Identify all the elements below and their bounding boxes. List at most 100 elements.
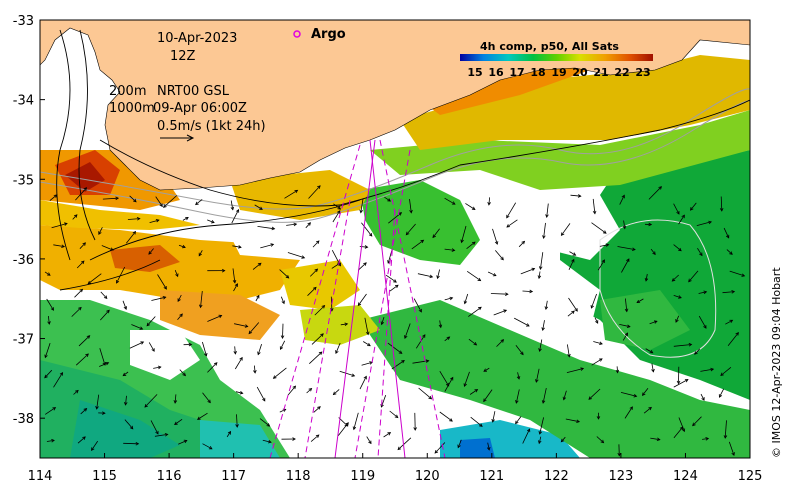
current-vector-head (676, 380, 681, 385)
lon-tick-label: 124 (673, 469, 698, 484)
current-vector-head (259, 206, 263, 210)
current-vector-head (658, 186, 662, 190)
current-vector (645, 273, 648, 281)
current-vector-head (624, 332, 629, 337)
current-vector (698, 315, 707, 329)
current-vector-head (123, 401, 128, 406)
current-vector (597, 259, 605, 271)
current-vector-head (394, 284, 399, 289)
current-vector-head (626, 324, 631, 328)
current-vector (621, 258, 630, 273)
current-vector-head (218, 314, 223, 319)
current-vector-head (199, 304, 203, 309)
current-vector-head (708, 220, 712, 225)
current-vector-head (725, 234, 730, 239)
current-vector (616, 366, 618, 373)
current-vector (725, 319, 733, 325)
current-vector-head (257, 262, 262, 267)
current-vector-head (46, 272, 51, 276)
colorbar-tick-label: 19 (551, 66, 566, 79)
current-vector-head (418, 308, 422, 313)
isobaths (40, 88, 750, 358)
current-vector-head (394, 414, 399, 419)
current-vector (515, 389, 520, 404)
current-vector (539, 417, 544, 435)
current-vector (566, 368, 584, 373)
current-vector-head (312, 286, 317, 291)
current-vector (307, 287, 317, 296)
current-vector-head (572, 252, 577, 256)
current-vector-head (678, 295, 682, 299)
current-vector-head (352, 426, 357, 431)
current-vector (413, 298, 422, 313)
argo-legend: Argo (293, 27, 346, 42)
current-vector-head (317, 406, 321, 410)
current-streamlines (56, 29, 750, 291)
current-vector-head (473, 342, 478, 346)
current-vector-head (337, 206, 342, 210)
current-vector-head (44, 354, 48, 359)
current-vector (127, 218, 140, 220)
current-vector-head (210, 220, 215, 224)
current-vector-head (428, 395, 433, 400)
current-vector-head (560, 232, 565, 236)
current-vector-head (621, 194, 625, 199)
current-vector (470, 416, 483, 427)
current-vector (48, 315, 50, 325)
current-vector-head (471, 241, 476, 245)
current-vector-head (308, 387, 313, 392)
current-vector-head (652, 251, 656, 256)
current-vector (546, 203, 549, 218)
current-vector (202, 443, 213, 450)
current-vector (517, 372, 520, 380)
current-vector-head (681, 214, 685, 219)
credit: © IMOS 12-Apr-2023 09:04 Hobart (770, 267, 783, 458)
current-vector-head (238, 245, 242, 249)
current-vector (116, 266, 126, 284)
colorbar-ticks: 15 16 17 18 19 20 21 22 23 (467, 66, 650, 79)
current-vector (418, 387, 432, 400)
current-vector (591, 222, 607, 234)
current-vector-head (653, 320, 658, 324)
current-vector (195, 199, 203, 205)
current-vector (44, 369, 53, 378)
current-vector-head (364, 245, 369, 249)
current-vector-head (314, 268, 319, 273)
current-vector (522, 428, 530, 444)
current-vector-head (207, 399, 211, 404)
current-vector-head (106, 309, 110, 314)
current-vector-head (61, 244, 66, 248)
current-vector-head (529, 289, 534, 294)
current-vector-head (83, 187, 88, 191)
colorbar-tick-label: 17 (509, 66, 524, 79)
current-vector (702, 438, 709, 440)
current-vector-head (175, 273, 179, 278)
current-vector-head (359, 209, 364, 214)
current-vector-head (244, 324, 249, 328)
current-vector (468, 338, 477, 346)
current-vector (389, 284, 399, 292)
current-vector (256, 386, 266, 402)
current-vector (465, 203, 476, 210)
current-vector (722, 291, 735, 294)
current-vector (280, 340, 286, 350)
lon-tick-label: 123 (608, 469, 633, 484)
colorbar-tick-label: 18 (530, 66, 545, 79)
lon-tick-label: 118 (286, 469, 311, 484)
current-vector-head (188, 342, 193, 347)
current-vector (720, 196, 723, 211)
current-vector-head (132, 198, 137, 203)
current-vector-head (516, 375, 521, 380)
current-vector (672, 274, 679, 282)
current-vector-head (75, 389, 79, 394)
current-vector (129, 341, 144, 349)
current-vector (96, 394, 100, 409)
current-vector-head (483, 398, 487, 403)
current-vector (539, 339, 543, 352)
current-vector (366, 436, 372, 444)
currents-label: NRT00 GSL (157, 84, 230, 99)
current-vector-head (182, 372, 186, 377)
current-vector-head (234, 283, 238, 287)
current-vector (78, 335, 90, 347)
current-vector-head (227, 430, 232, 435)
